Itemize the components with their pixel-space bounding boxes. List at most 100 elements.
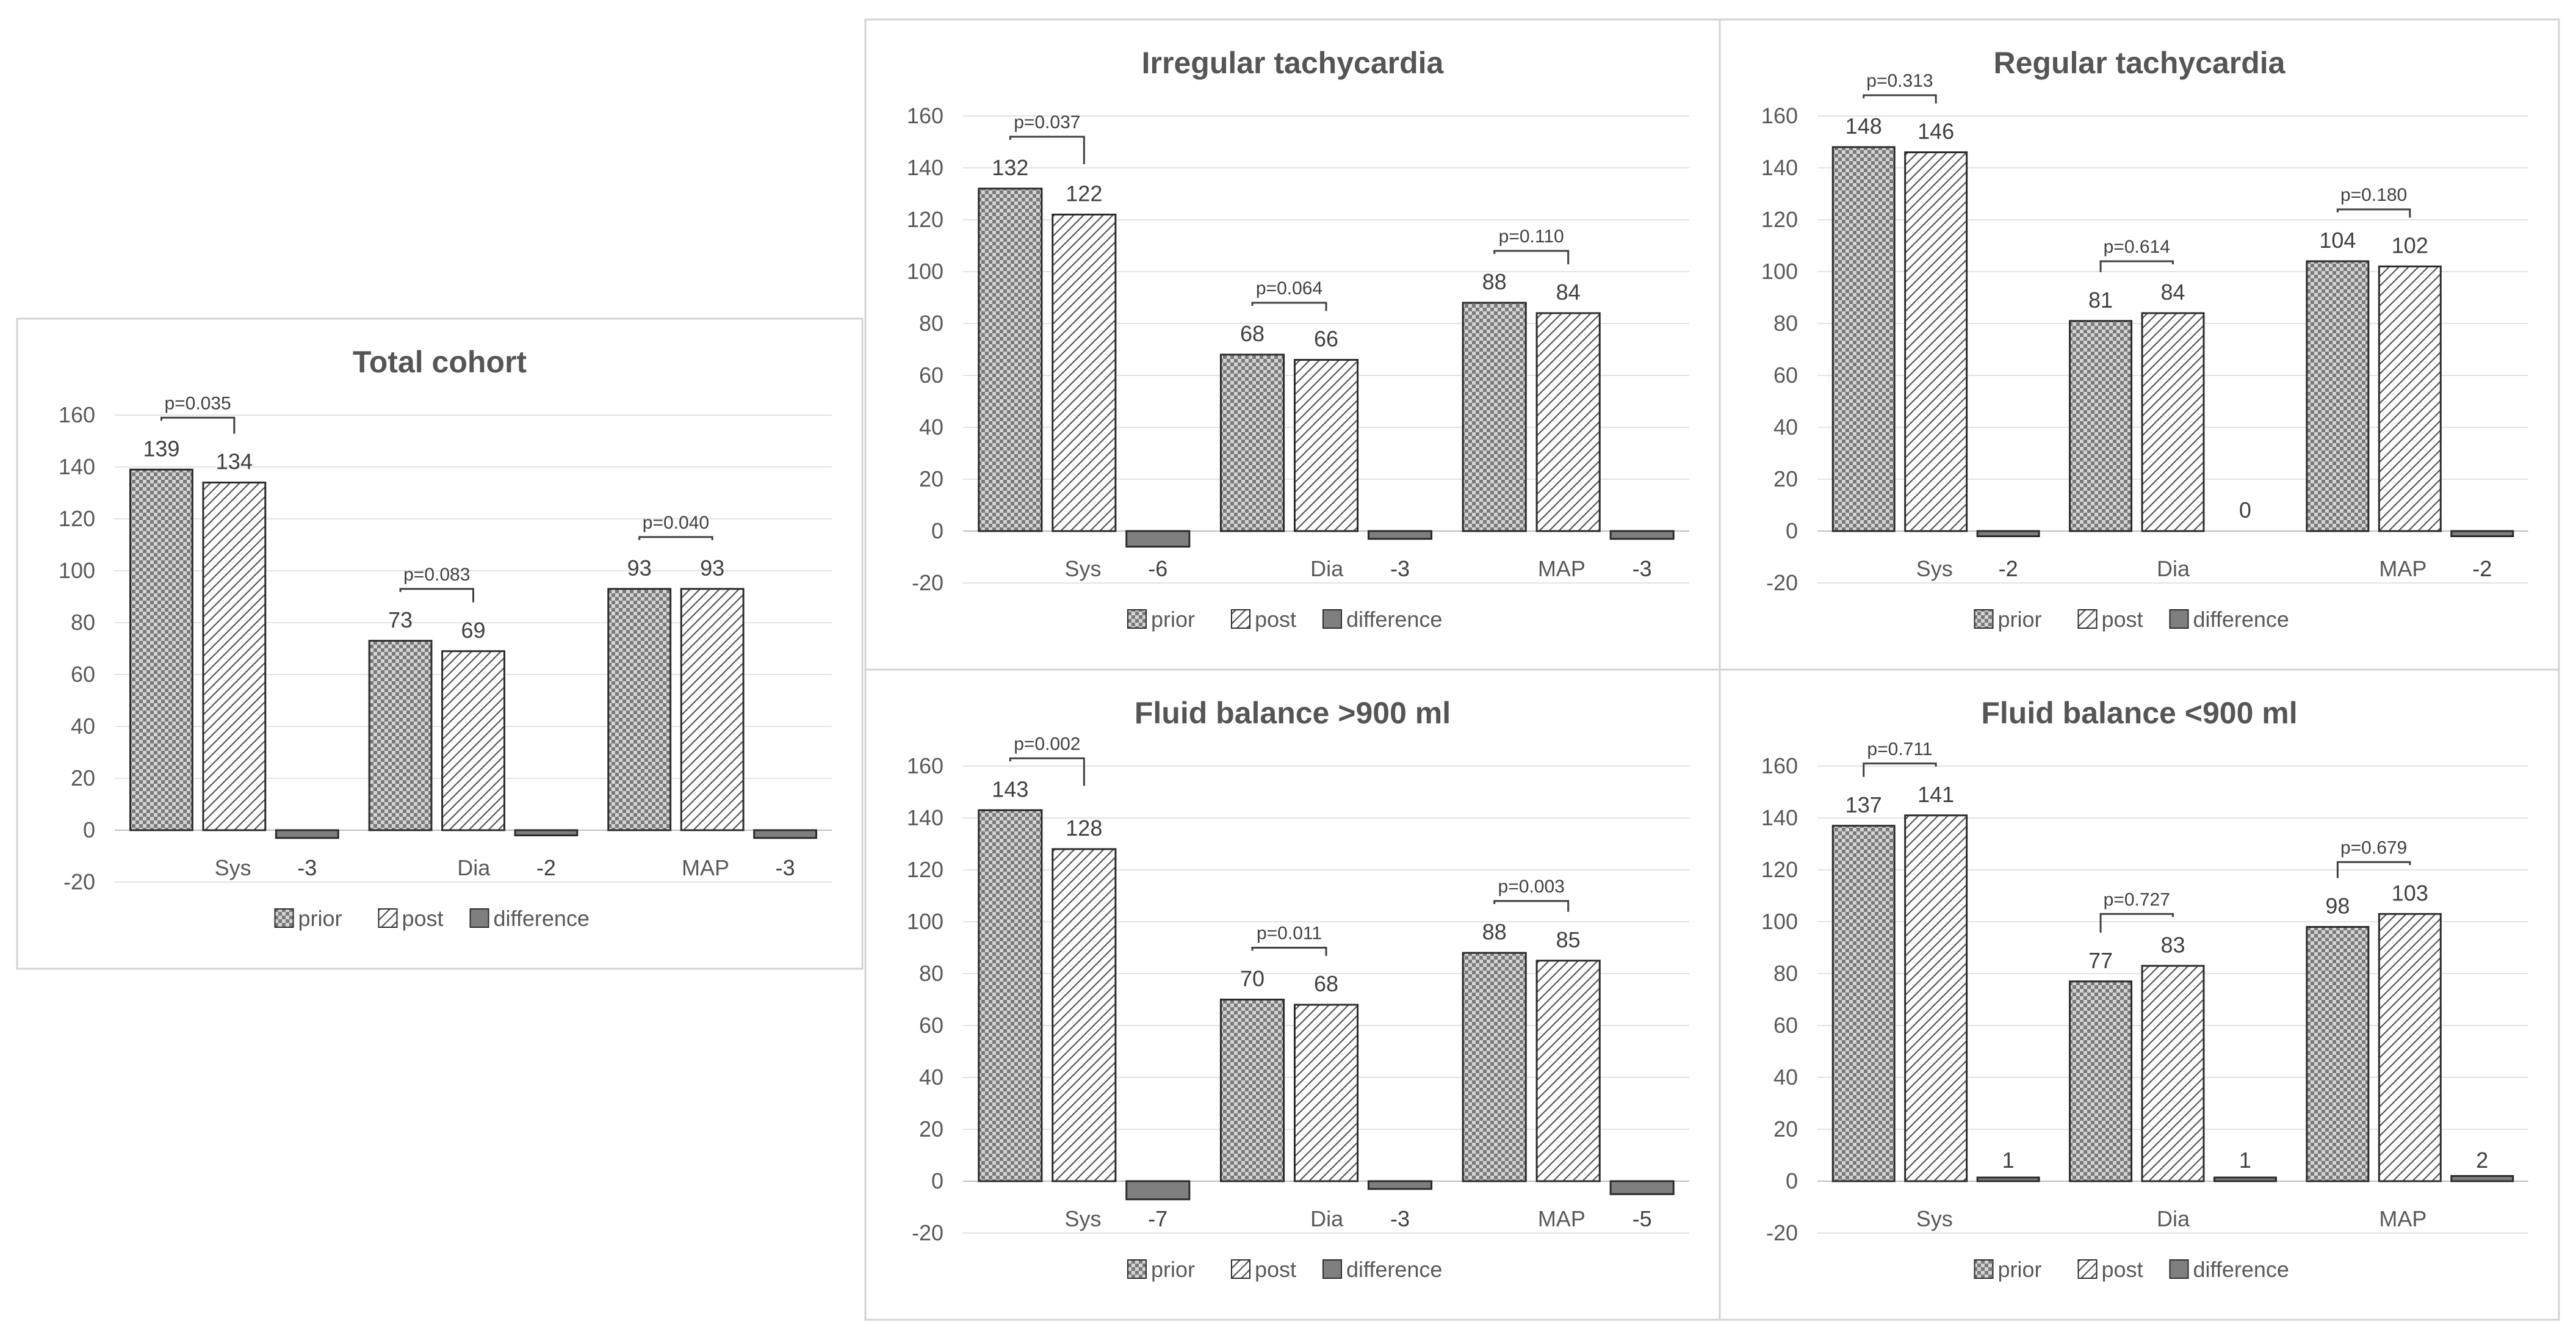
p-value-label: p=0.679 — [2340, 838, 2407, 858]
legend-label-post: post — [402, 906, 444, 931]
y-tick-label: 60 — [919, 1013, 943, 1038]
data-label-post-sys: 134 — [216, 449, 253, 474]
legend-swatch-prior — [274, 908, 294, 928]
y-tick-label: 60 — [1773, 363, 1798, 388]
legend-label-prior: prior — [1998, 1257, 2042, 1282]
bar-post-dia — [441, 650, 505, 831]
bar-prior-dia — [368, 640, 433, 831]
p-value-label: p=0.035 — [164, 393, 231, 413]
bar-prior-map — [2306, 926, 2370, 1182]
x-category-label-sys: Sys — [215, 855, 251, 880]
significance-bracket — [1251, 947, 1327, 956]
bar-post-sys — [1052, 848, 1117, 1182]
x-category-label-sys: Sys — [1064, 556, 1101, 581]
p-value-label: p=0.711 — [1867, 739, 1932, 759]
y-tick-label: 140 — [907, 805, 943, 830]
y-tick-label: 100 — [1761, 259, 1798, 284]
y-tick-label: 0 — [931, 1168, 943, 1193]
y-tick-label: 40 — [71, 714, 95, 739]
p-value-label: p=0.002 — [1014, 734, 1080, 754]
bar-prior-sys — [129, 468, 193, 831]
legend-swatch-prior — [1127, 609, 1147, 629]
bar-prior-map — [607, 588, 672, 831]
data-label-difference-sys: -6 — [1148, 556, 1167, 581]
y-tick-label: -20 — [912, 1220, 943, 1245]
chart-title: Total cohort — [353, 345, 527, 379]
bar-post-map — [2378, 913, 2442, 1182]
bar-post-dia — [2141, 312, 2205, 532]
legend-label-prior: prior — [1151, 607, 1195, 632]
bar-difference-sys — [1125, 530, 1191, 548]
significance-bracket — [1863, 762, 1937, 777]
legend-label-post: post — [2102, 607, 2143, 632]
data-label-prior-dia: 77 — [2088, 948, 2113, 973]
significance-bracket — [160, 416, 236, 434]
bar-post-map — [1535, 960, 1601, 1182]
y-tick-label: 100 — [59, 558, 95, 583]
legend-swatch-post — [2077, 609, 2098, 629]
bar-post-sys — [202, 482, 267, 831]
data-label-prior-map: 104 — [2319, 228, 2356, 253]
p-value-label: p=0.083 — [403, 565, 470, 585]
bar-difference-sys — [1976, 530, 2040, 537]
data-label-post-map: 93 — [700, 555, 724, 581]
y-tick-label: 40 — [919, 414, 943, 440]
y-tick-label: 0 — [1786, 1168, 1798, 1193]
x-category-label-dia: Dia — [1310, 1206, 1344, 1231]
data-label-prior-sys: 139 — [143, 436, 179, 461]
legend-label-post: post — [2102, 1257, 2143, 1282]
bar-prior-map — [2306, 260, 2370, 532]
y-tick-label: 120 — [1761, 857, 1798, 882]
bar-prior-dia — [1219, 999, 1285, 1182]
y-tick-label: 120 — [907, 207, 943, 232]
y-tick-label: 160 — [907, 103, 943, 128]
data-label-post-sys: 128 — [1066, 816, 1102, 841]
bar-post-map — [680, 588, 745, 831]
data-label-difference-sys: -7 — [1148, 1206, 1167, 1231]
data-label-prior-map: 98 — [2325, 894, 2350, 919]
y-tick-label: 0 — [931, 518, 943, 543]
y-tick-label: 140 — [59, 454, 95, 479]
bar-difference-map — [2450, 530, 2514, 537]
y-tick-label: 140 — [907, 155, 943, 180]
y-tick-label: 80 — [919, 311, 943, 336]
bar-difference-dia — [1367, 1180, 1433, 1190]
data-label-prior-dia: 70 — [1240, 966, 1265, 991]
data-label-post-sys: 146 — [1918, 119, 1954, 144]
y-tick-label: 140 — [1761, 805, 1798, 830]
x-category-label-dia: Dia — [457, 855, 491, 880]
x-category-label-sys: Sys — [1916, 556, 1953, 581]
legend-swatch-difference — [469, 908, 489, 928]
y-tick-label: 160 — [1761, 103, 1798, 128]
bar-difference-dia — [2213, 1176, 2277, 1182]
bar-difference-dia — [1367, 530, 1433, 540]
bar-difference-sys — [275, 829, 339, 839]
legend-label-difference: difference — [1346, 1257, 1442, 1282]
p-value-label: p=0.037 — [1014, 112, 1080, 132]
y-tick-label: 20 — [919, 466, 943, 491]
y-tick-label: 120 — [1761, 207, 1798, 232]
p-value-label: p=0.727 — [2104, 889, 2170, 910]
legend-swatch-post — [378, 908, 398, 928]
significance-bracket — [1009, 757, 1085, 786]
data-label-post-dia: 84 — [2160, 280, 2185, 305]
significance-bracket — [1493, 250, 1570, 264]
y-tick-label: 20 — [919, 1116, 943, 1141]
data-label-difference-map: -3 — [776, 855, 795, 880]
x-category-label-dia: Dia — [1310, 556, 1344, 581]
data-label-prior-sys: 132 — [992, 155, 1028, 180]
x-category-label-map: MAP — [2379, 556, 2426, 581]
data-label-post-dia: 66 — [1314, 327, 1338, 352]
y-tick-label: 40 — [1773, 414, 1798, 440]
significance-bracket — [2336, 861, 2411, 878]
legend-swatch-post — [2077, 1259, 2098, 1279]
chart-panel-fluid_high: Fluid balance >900 ml -20 0 20 40 60 80 100 120 1… — [864, 668, 1721, 1321]
data-label-prior-map: 88 — [1482, 919, 1507, 944]
bar-prior-dia — [1219, 353, 1285, 532]
x-category-label-dia: Dia — [2157, 556, 2190, 581]
bar-post-map — [1535, 312, 1601, 532]
x-category-label-map: MAP — [682, 855, 729, 880]
legend-swatch-difference — [2169, 609, 2189, 629]
chart-panel-irregular: Irregular tachycardia -20 0 20 40 60 80 100 120 1… — [864, 18, 1721, 671]
data-label-post-dia: 83 — [2160, 932, 2185, 957]
